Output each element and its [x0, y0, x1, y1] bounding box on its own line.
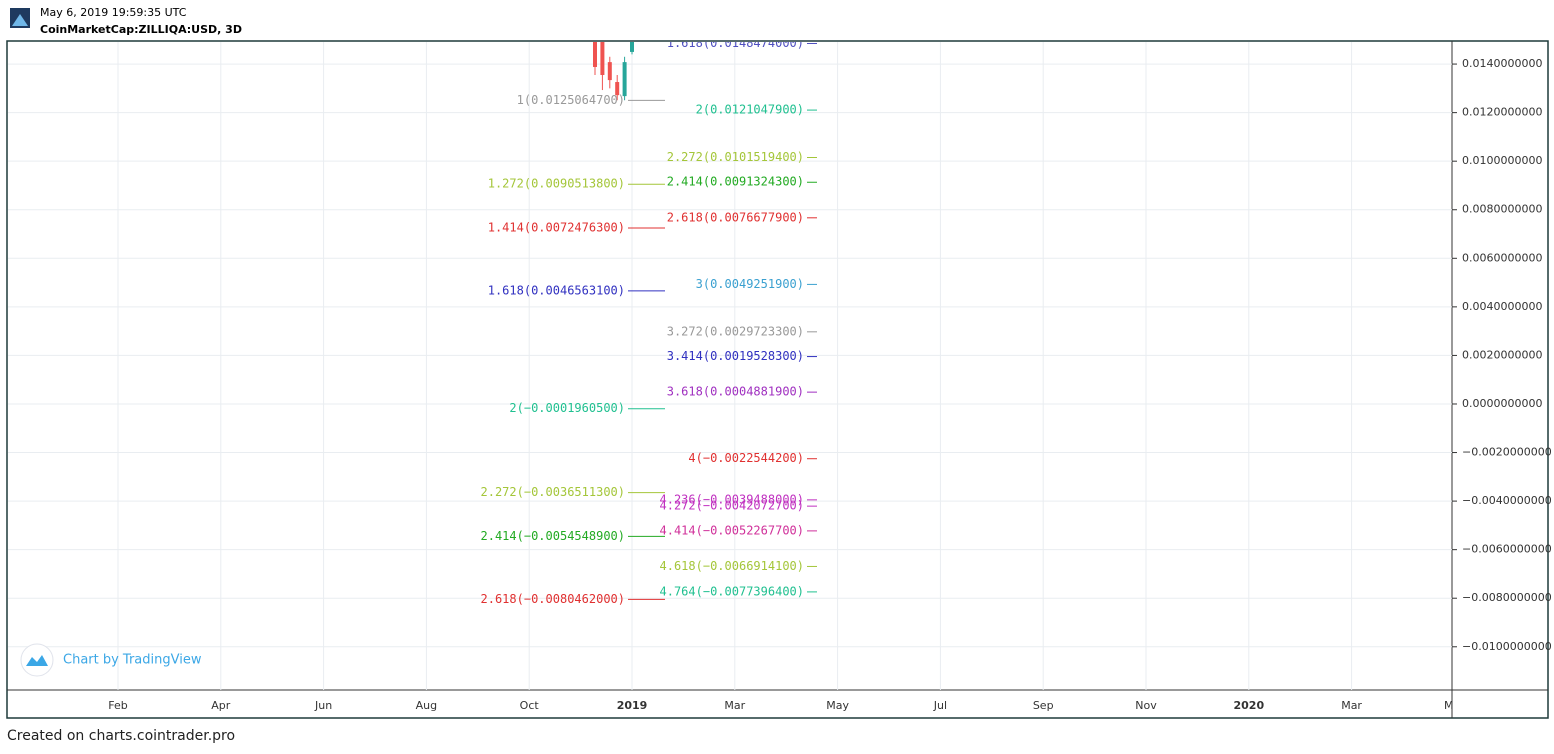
candle-body: [600, 42, 605, 75]
fib-label: 3.618(0.0004881900): [667, 385, 804, 399]
y-tick-label: 0.0100000000: [1462, 154, 1542, 167]
fib-label: 2.414(−0.0054548900): [481, 529, 626, 543]
x-tick-label: May: [826, 699, 849, 712]
subtitle: CoinMarketCap:ZILLIQA:USD, 3D: [40, 23, 242, 36]
y-tick-label: −0.0080000000: [1462, 591, 1552, 604]
fib-label: 4.764(−0.0077396400): [660, 584, 805, 598]
frame: [6, 40, 1549, 719]
x-tick-label: Oct: [520, 699, 540, 712]
candle-body: [622, 62, 627, 97]
candle-body: [630, 42, 634, 52]
fib-label: 4.272(−0.0042072700): [660, 499, 805, 513]
watermark-badge[interactable]: [20, 643, 54, 677]
fib-label: 3.414(0.0019528300): [667, 349, 804, 363]
y-tick-label: 0.0140000000: [1462, 57, 1542, 70]
candle-body: [615, 82, 620, 96]
fib-label: 1.414(0.0072476300): [488, 221, 625, 235]
y-tick-label: −0.0060000000: [1462, 543, 1552, 556]
fib-label: 2.272(0.0101519400): [667, 150, 804, 164]
x-tick-label: Mar: [724, 699, 745, 712]
candle-body: [607, 62, 612, 81]
fib-label: 2.414(0.0091324300): [667, 175, 804, 189]
watermark[interactable]: Chart by TradingView: [63, 653, 202, 668]
fib-label: 4.414(−0.0052267700): [660, 523, 805, 537]
time-axis: Feb Apr Jun Aug Oct 2019 Mar May Jul Sep Nov 2020 Ma…: [108, 699, 1465, 712]
x-tick-label: Sep: [1033, 699, 1054, 712]
y-tick-label: 0.0060000000: [1462, 251, 1542, 264]
x-tick-label: 2019: [617, 699, 648, 712]
y-tick-label: 0.0000000000: [1462, 397, 1542, 410]
plot: 1(0.0125064700) 1.272(0.0090513800) 1.414(…: [481, 36, 817, 606]
footer: Created on charts.cointrader.pro: [7, 728, 235, 744]
title: May 6, 2019 19:59:35 UTC: [40, 6, 187, 19]
fib-label: 3(0.0049251900): [696, 277, 804, 291]
y-tick-label: −0.0040000000: [1462, 494, 1552, 507]
x-tick-label: 2020: [1233, 699, 1264, 712]
x-tick-label: Jun: [314, 699, 332, 712]
y-tick-label: −0.0020000000: [1462, 446, 1552, 459]
x-tick-label: Mar: [1341, 699, 1362, 712]
fib-label: 2.272(−0.0036511300): [481, 485, 626, 499]
y-tick-label: 0.0020000000: [1462, 348, 1542, 361]
watermark-icon: [26, 655, 48, 666]
x-tick-label: Aug: [416, 699, 437, 712]
fib-label: 4.618(−0.0066914100): [660, 559, 805, 573]
x-tick-label: Jul: [933, 699, 947, 712]
x-tick-label: Feb: [108, 699, 127, 712]
fib-label: 2.618(−0.0080462000): [481, 592, 626, 606]
fib-label: 3.272(0.0029723300): [667, 324, 804, 338]
y-tick-label: −0.0100000000: [1462, 640, 1552, 653]
fib-label: 4(−0.0022544200): [688, 451, 804, 465]
x-tick-label: Nov: [1135, 699, 1157, 712]
grid: [8, 42, 1452, 690]
fib-label: 1.618(0.0148474000): [667, 36, 804, 50]
y-tick-label: 0.0040000000: [1462, 300, 1542, 313]
price-axis: 0.0140000000 0.0120000000 0.0100000000 0.00…: [1452, 57, 1552, 653]
fib-label: 4.236(−0.0039488000): [660, 492, 805, 506]
candle-body: [593, 42, 597, 67]
y-tick-label: 0.0080000000: [1462, 203, 1542, 216]
x-tick-label: Mar: [1444, 699, 1465, 712]
x-tick-label: Apr: [211, 699, 231, 712]
fib-label: 1.272(0.0090513800): [488, 177, 625, 191]
fib-label: 1(0.0125064700): [517, 93, 625, 107]
logo-mark: [12, 14, 28, 26]
fib-label: 2.618(0.0076677900): [667, 210, 804, 224]
fib-label: 2(0.0121047900): [696, 103, 804, 117]
fib-label: 1.618(0.0046563100): [488, 283, 625, 297]
y-tick-label: 0.0120000000: [1462, 106, 1542, 119]
fib-label: 2(−0.0001960500): [509, 401, 625, 415]
